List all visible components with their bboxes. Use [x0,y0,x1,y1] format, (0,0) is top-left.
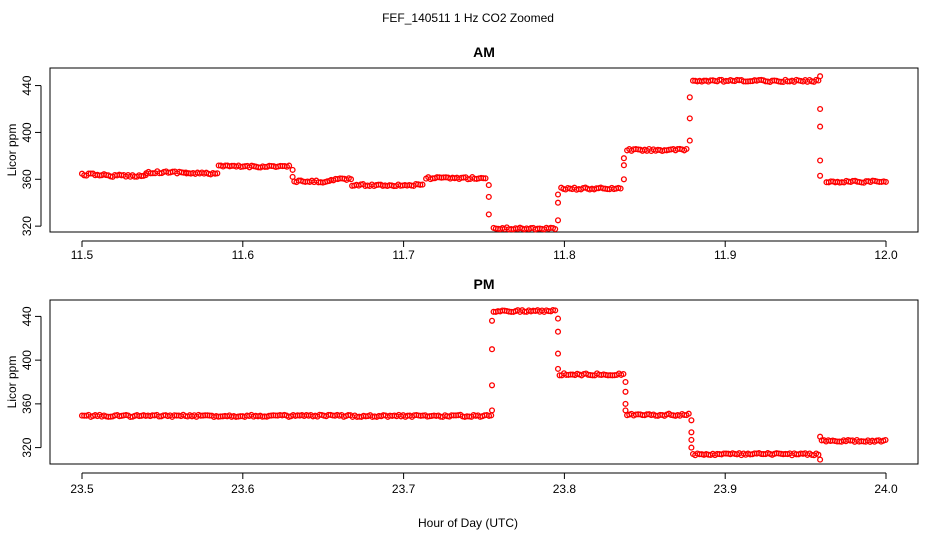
data-point [817,456,824,463]
data-point [882,178,889,185]
data-point [417,181,424,188]
data-point [617,185,624,192]
y-tick-label: 320 [20,216,34,236]
data-point [688,417,695,424]
data-point [620,370,627,378]
x-tick-label: 11.9 [714,248,737,262]
data-point [554,191,562,198]
data-point [817,157,824,164]
data-point [485,182,492,189]
x-tick-label: 23.6 [231,482,255,496]
data-point [817,105,824,113]
data-point [683,145,690,153]
data-point [817,172,824,179]
data-point [485,211,492,218]
data-point [554,217,562,224]
data-point [688,444,695,451]
data-point [286,162,293,169]
x-axis-label: Hour of Day (UTC) [418,516,518,530]
y-tick-label: 440 [20,306,34,326]
data-point [622,407,629,414]
x-tick-label: 23.8 [553,482,577,496]
x-tick-label: 11.6 [232,248,255,262]
y-tick-label: 320 [20,437,34,457]
y-tick-label: 360 [20,394,34,414]
y-tick-label: 400 [20,350,34,370]
panel-am: AM Licor ppm 11.5 11.6 11.7 11.8 11.9 12.0 320 36… [5,44,919,262]
data-points [78,73,889,233]
data-point [686,94,693,101]
data-point [622,388,629,395]
data-point [817,433,824,440]
data-point [488,382,496,389]
y-axis-label: Licor ppm [5,356,19,409]
x-tick-label: 23.7 [392,482,416,496]
data-point [480,175,487,182]
x-tick-label: 11.5 [71,248,94,262]
y-tick-label: 440 [20,75,34,95]
x-tick-label: 11.7 [392,248,415,262]
data-point [620,176,627,183]
data-point [620,155,627,162]
data-point [686,115,693,122]
data-point [482,175,489,182]
y-tick-label: 360 [20,169,34,189]
data-point [554,350,562,357]
x-tick-label: 11.8 [553,248,576,262]
data-point [685,410,692,417]
data-point [488,407,496,414]
y-tick-label: 400 [20,122,34,142]
data-point [554,315,562,322]
data-point [214,170,221,177]
data-point [817,123,824,130]
data-point [554,328,562,335]
data-points [78,306,889,463]
data-point [289,166,296,173]
main-title: FEF_140511 1 Hz CO2 Zoomed [382,11,554,25]
plot-frame [49,299,919,465]
plot-frame [49,67,919,233]
data-point [686,137,693,144]
x-tick-label: 24.0 [874,482,898,496]
data-point [882,436,889,444]
x-tick-label: 23.5 [70,482,94,496]
panel-pm: PM Licor ppm 23.5 23.6 23.7 23.8 23.9 24.0 320 36… [5,276,919,496]
x-tick-label: 12.0 [874,248,898,262]
data-point [419,181,426,188]
data-point [347,176,355,183]
data-point [622,400,629,407]
data-point [488,317,496,324]
data-point [554,199,562,206]
data-point [554,365,562,372]
data-point [552,307,559,314]
x-tick-label: 23.9 [714,482,738,496]
data-point [488,346,496,353]
data-point [485,193,492,200]
data-point [688,429,695,436]
data-point [817,73,824,80]
data-point [688,436,695,443]
panel-title: AM [473,44,495,60]
data-point [289,173,296,180]
data-point [552,225,559,233]
data-point [620,162,627,169]
y-axis-label: Licor ppm [5,124,19,177]
panel-title: PM [474,276,495,292]
data-point [622,378,629,386]
